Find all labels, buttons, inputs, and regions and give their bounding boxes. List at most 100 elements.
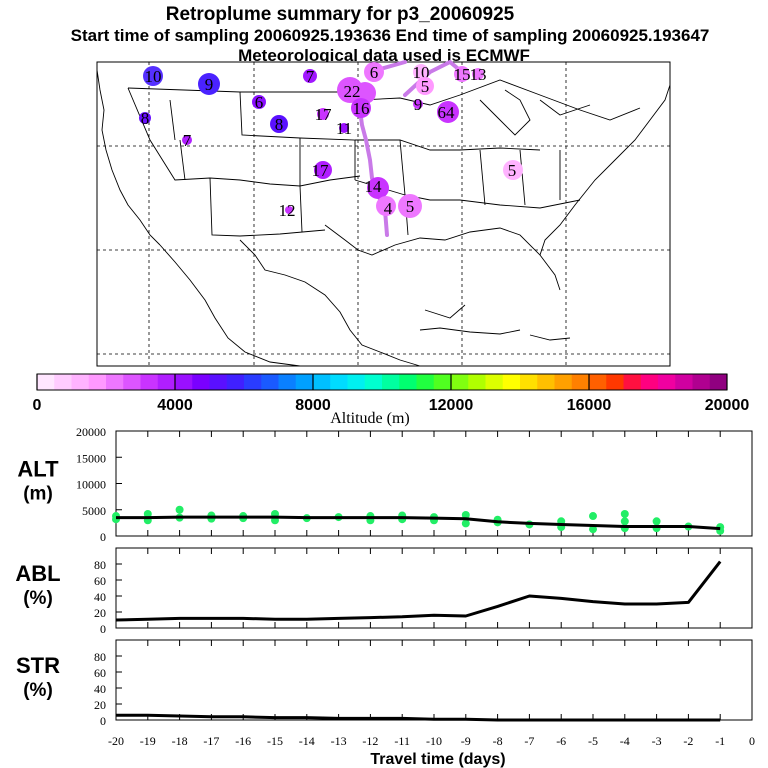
- x-tick-label: -12: [362, 734, 378, 748]
- colorbar-tick-label: 20000: [705, 397, 750, 414]
- panel-ylabel: ALT: [17, 457, 59, 482]
- colorbar-cell: [520, 374, 538, 390]
- colorbar-tick-label: 8000: [295, 397, 331, 414]
- plume-marker: 13: [470, 65, 487, 84]
- plume-marker: 17: [315, 105, 333, 124]
- colorbar-cell: [364, 374, 383, 390]
- panel-ylabel: STR: [16, 653, 60, 678]
- y-tick-label: 0: [100, 714, 106, 728]
- colorbar-cell: [192, 374, 210, 390]
- x-tick-label: -8: [493, 734, 503, 748]
- x-tick-label: -5: [588, 734, 598, 748]
- colorbar-cells: [37, 374, 728, 390]
- panel-ylabel-unit: (%): [23, 588, 53, 609]
- colorbar-cell: [123, 374, 141, 390]
- x-tick-label: -16: [235, 734, 251, 748]
- colorbar-cell: [606, 374, 624, 390]
- y-tick-label: 0: [100, 622, 106, 636]
- y-tick-label: 15000: [76, 451, 106, 465]
- svg-text:8: 8: [275, 115, 284, 134]
- series-line-alt: [116, 515, 721, 531]
- colorbar-cell: [71, 374, 90, 390]
- colorbar-cell: [502, 374, 521, 390]
- svg-text:14: 14: [365, 177, 383, 196]
- alt-scatter-point: [620, 509, 629, 518]
- x-tick-label: -13: [331, 734, 347, 748]
- y-tick-label: 20: [94, 698, 106, 712]
- x-tick-label: -20: [108, 734, 124, 748]
- panel-ylabel-unit: (m): [23, 484, 53, 505]
- plume-marker: 12: [279, 201, 296, 220]
- svg-text:11: 11: [336, 119, 352, 138]
- colorbar-tick-label: 12000: [429, 397, 474, 414]
- colorbar-cell: [640, 374, 659, 390]
- colorbar-cell: [209, 374, 228, 390]
- series-line-abl: [115, 560, 722, 622]
- colorbar-cell: [416, 374, 435, 390]
- colorbar-tick-label: 4000: [157, 397, 193, 414]
- svg-text:5: 5: [508, 161, 517, 180]
- panel-alt: 20000 15000 10000 5000 0 ALT(m): [17, 425, 753, 544]
- colorbar-cell: [295, 374, 314, 390]
- x-tick-label: -11: [394, 734, 410, 748]
- colorbar-tick-label: 0: [33, 397, 42, 414]
- svg-text:7: 7: [183, 131, 192, 150]
- colorbar-cell: [554, 374, 573, 390]
- colorbar-cell: [140, 374, 159, 390]
- colorbar-cell: [330, 374, 348, 390]
- title-line2: Start time of sampling 20060925.193636 E…: [71, 26, 710, 45]
- x-tick-label: -3: [652, 734, 662, 748]
- colorbar-cell: [589, 374, 607, 390]
- panel-str: 80 60 40 20 0 STR(%): [16, 639, 753, 728]
- plume-marker: 15: [454, 65, 471, 84]
- y-tick-label: 60: [94, 574, 106, 588]
- y-tick-label: 40: [94, 682, 106, 696]
- y-tick-label: 0: [100, 530, 106, 544]
- plume-marker: 10: [143, 66, 163, 86]
- colorbar-cell: [226, 374, 245, 390]
- colorbar-cell: [313, 374, 331, 390]
- colorbar-cell: [347, 374, 366, 390]
- alt-scatter-point: [620, 517, 629, 526]
- map-borders: [96, 69, 671, 367]
- series-line-str: [116, 713, 721, 722]
- plume-marker: 8: [270, 115, 288, 134]
- svg-text:17: 17: [315, 105, 333, 124]
- y-tick-label: 20: [94, 606, 106, 620]
- alt-scatter-point: [652, 517, 661, 526]
- colorbar-cell: [433, 374, 452, 390]
- map-panel: 10 9 7 8 6 8 7 17 11 17 12 22 6 16 10 5 …: [96, 59, 671, 367]
- svg-text:9: 9: [414, 95, 423, 114]
- alt-scatter-point: [461, 519, 470, 528]
- colorbar-cell: [537, 374, 555, 390]
- colorbar-label: Altitude (m): [330, 410, 410, 427]
- x-tick-label: -17: [203, 734, 219, 748]
- alt-scatter-point: [589, 512, 597, 521]
- title-line3: Meteorological data used is ECMWF: [238, 46, 530, 65]
- plume-marker: 9: [413, 95, 423, 114]
- colorbar-cell: [175, 374, 193, 390]
- colorbar-cell: [709, 374, 728, 390]
- svg-text:17: 17: [312, 161, 330, 180]
- plume-marker: 5: [503, 160, 523, 180]
- plume-markers: 10 9 7 8 6 8 7 17 11 17 12 22 6 16 10 5 …: [139, 62, 523, 220]
- plume-marker: 7: [303, 67, 317, 86]
- plume-marker: 11: [336, 119, 352, 138]
- plume-marker: 6: [364, 62, 384, 82]
- plume-marker: 8: [139, 109, 151, 128]
- y-tick-label: 10000: [76, 478, 106, 492]
- colorbar-cell: [157, 374, 176, 390]
- colorbar-cell: [261, 374, 279, 390]
- x-tick-label: -7: [524, 734, 534, 748]
- panel-abl: 80 60 40 20 0 ABL(%): [15, 547, 753, 636]
- colorbar-cell: [658, 374, 676, 390]
- panel-frame: [115, 639, 753, 721]
- colorbar-cell: [675, 374, 693, 390]
- plume-marker: 7: [182, 131, 192, 150]
- plume-marker: 14: [365, 177, 389, 199]
- x-tick-label: -1: [715, 734, 725, 748]
- colorbar: 0 4000 8000 12000 16000 20000 Altitude (m): [33, 373, 750, 427]
- plume-marker: 64: [437, 101, 459, 123]
- svg-text:12: 12: [279, 201, 296, 220]
- svg-text:5: 5: [421, 77, 430, 96]
